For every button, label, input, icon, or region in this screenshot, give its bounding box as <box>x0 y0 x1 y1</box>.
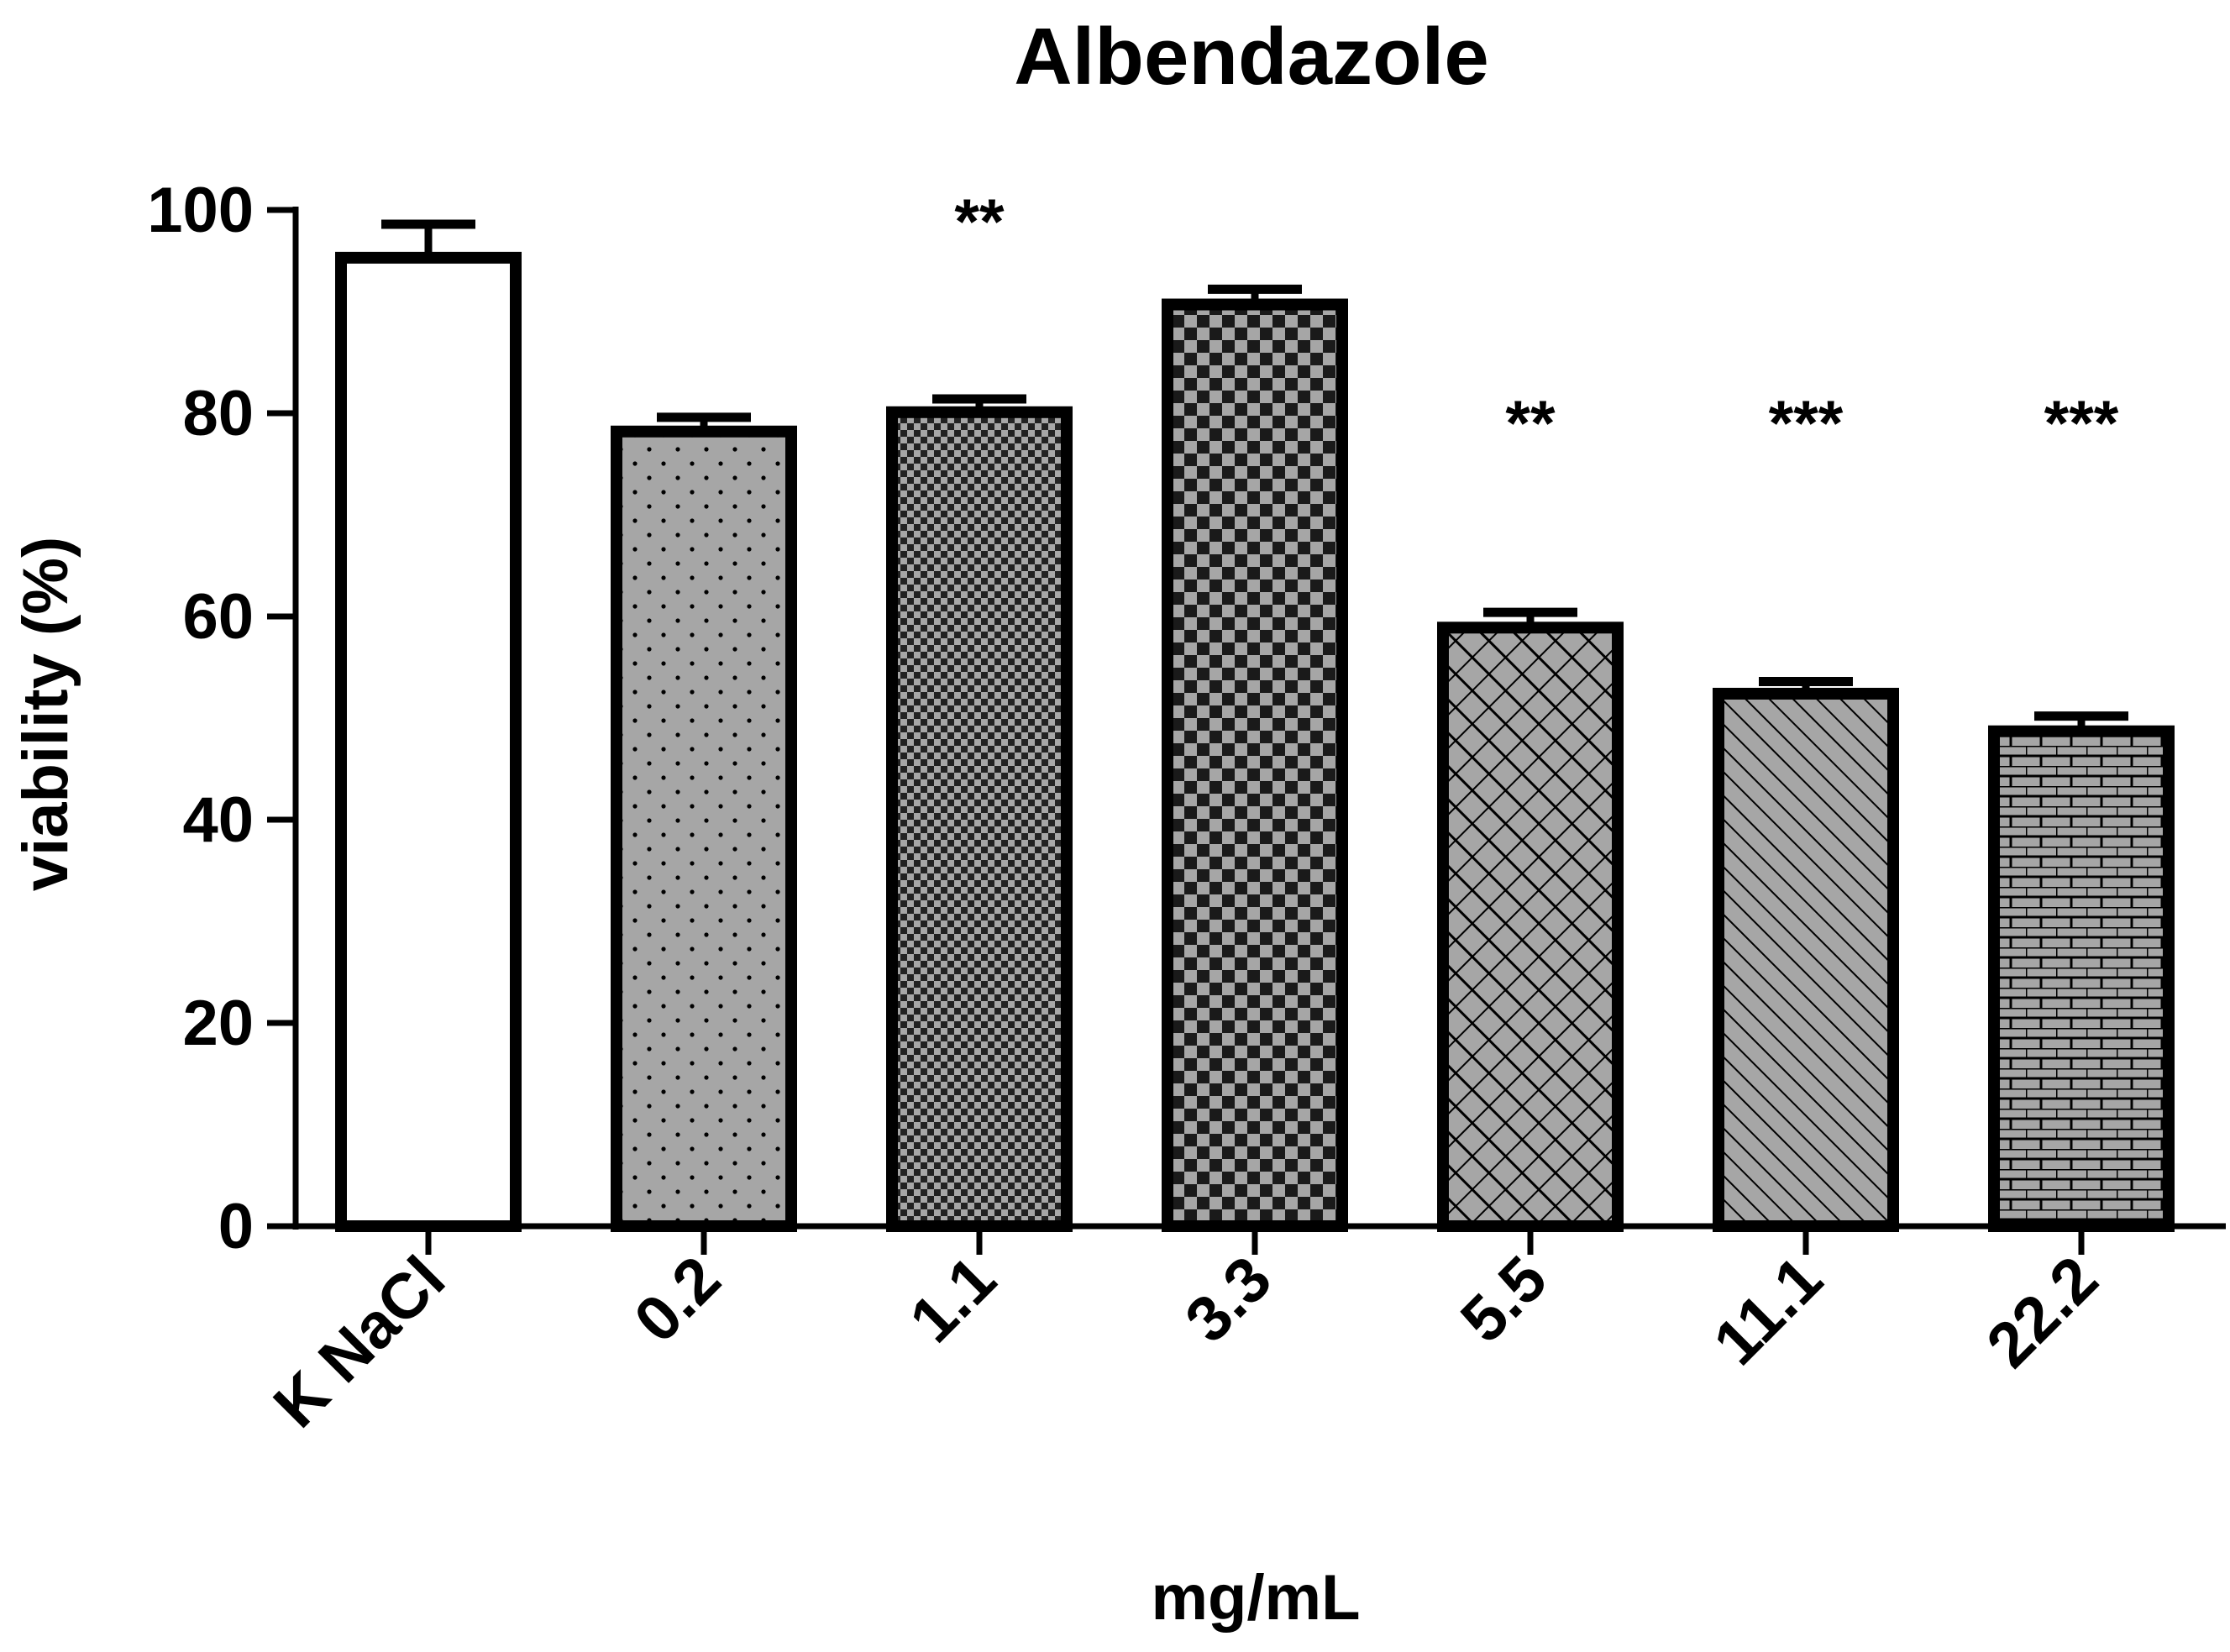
x-axis-label: mg/mL <box>1151 1562 1360 1634</box>
significance-marker: ** <box>954 186 1005 258</box>
x-tick-label: K NaCl <box>260 1243 459 1441</box>
y-tick-label: 100 <box>147 175 254 246</box>
bars-group: **** *** *** <box>335 186 2175 1233</box>
bar-11-1 <box>1713 687 1899 1232</box>
y-tick-label: 40 <box>182 784 254 856</box>
x-tick-label: 11.1 <box>1700 1243 1836 1379</box>
bar-3-3 <box>1162 298 1348 1232</box>
y-tick-label: 80 <box>182 378 254 449</box>
bar-k-nacl <box>335 251 522 1232</box>
significance-marker: ** <box>1505 388 1556 459</box>
x-tick-label: 3.3 <box>1172 1243 1285 1356</box>
y-tick-label: 60 <box>182 581 254 653</box>
y-tick-label: 0 <box>218 1191 254 1262</box>
x-tick-label: 1.1 <box>896 1243 1010 1356</box>
y-tick-label: 20 <box>182 988 254 1059</box>
y-axis-label: viability (%) <box>10 537 81 891</box>
bar-1-1 <box>886 406 1073 1233</box>
x-axis: K NaCl 0.2 1.1 3.3 5.5 11.1 22.2 <box>260 1223 2226 1441</box>
x-tick-label: 0.2 <box>621 1243 734 1356</box>
significance-marker: *** <box>2044 388 2119 459</box>
significance-marker: *** <box>1769 388 1844 459</box>
bar-5-5 <box>1437 621 1624 1232</box>
bar-0-2 <box>611 425 797 1232</box>
chart-title: Albendazole <box>1014 12 1488 102</box>
y-axis: 0 20 40 60 80 100 <box>147 175 299 1262</box>
x-tick-label: 22.2 <box>1973 1243 2112 1382</box>
x-tick-label: 5.5 <box>1447 1243 1561 1356</box>
bar-22-2 <box>1988 725 2175 1232</box>
